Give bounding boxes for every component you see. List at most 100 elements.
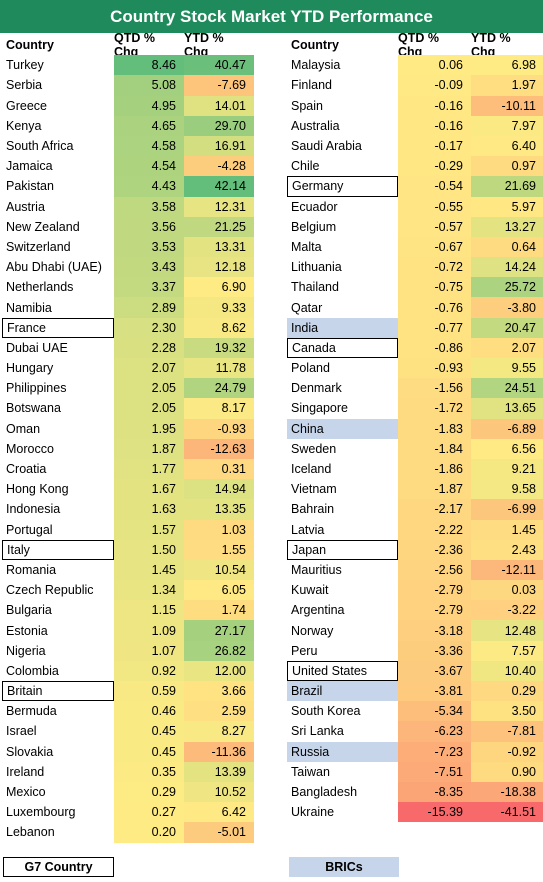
- ytd-cell: 13.27: [471, 216, 543, 237]
- table-row: Argentina -2.79 -3.22: [287, 600, 543, 621]
- table-row: Britain 0.59 3.66: [2, 681, 254, 702]
- table-row: Singapore -1.72 13.65: [287, 398, 543, 419]
- table-row: Bulgaria 1.15 1.74: [2, 600, 254, 621]
- qtd-cell: 3.37: [114, 277, 184, 298]
- table-row: Peru -3.36 7.57: [287, 640, 543, 661]
- country-cell: Hungary: [6, 361, 54, 376]
- country-cell: Morocco: [6, 441, 54, 456]
- qtd-cell: -8.35: [398, 781, 471, 803]
- table-row: Saudi Arabia -0.17 6.40: [287, 135, 543, 157]
- qtd-cell: 3.58: [114, 196, 184, 217]
- country-cell: Greece: [6, 98, 47, 113]
- ytd-cell: 10.40: [471, 660, 543, 681]
- country-cell: Botswana: [6, 401, 61, 416]
- country-cell: Canada: [287, 337, 398, 358]
- ytd-cell: 6.05: [184, 580, 254, 601]
- ytd-cell: 1.03: [184, 519, 254, 540]
- country-cell: Peru: [291, 643, 318, 658]
- country-cell: Germany: [287, 176, 398, 197]
- table-row: Austria 3.58 12.31: [2, 196, 254, 217]
- qtd-cell: -0.09: [398, 75, 471, 96]
- qtd-cell: -0.16: [398, 95, 471, 116]
- table-left: Country QTD % Chg YTD % Chg Turkey 8.46 40…: [2, 31, 254, 843]
- country-cell: Slovakia: [6, 744, 54, 759]
- qtd-cell: -0.17: [398, 135, 471, 157]
- table-row: Denmark -1.56 24.51: [287, 378, 543, 399]
- country-cell: Estonia: [6, 623, 48, 638]
- country-cell: Saudi Arabia: [291, 139, 362, 154]
- ytd-cell: 13.65: [471, 398, 543, 419]
- ytd-cell: 1.97: [471, 75, 543, 96]
- country-cell: Argentina: [291, 603, 345, 618]
- country-cell: Ireland: [6, 764, 45, 779]
- qtd-cell: -1.83: [398, 418, 471, 439]
- qtd-cell: -0.67: [398, 236, 471, 258]
- header-ytd: YTD % Chg: [184, 31, 224, 60]
- country-cell: Bahrain: [291, 502, 335, 517]
- ytd-cell: 9.55: [471, 358, 543, 379]
- table-row: Latvia -2.22 1.45: [287, 519, 543, 540]
- qtd-cell: 0.46: [114, 701, 184, 722]
- ytd-cell: 40.47: [184, 55, 254, 76]
- ytd-cell: -10.11: [471, 95, 543, 116]
- ytd-cell: 6.40: [471, 135, 543, 157]
- ytd-cell: 8.27: [184, 721, 254, 742]
- country-cell: Portugal: [6, 522, 53, 537]
- table-row: Belgium -0.57 13.27: [287, 216, 543, 237]
- qtd-cell: 3.43: [114, 257, 184, 278]
- qtd-cell: -0.54: [398, 176, 471, 197]
- ytd-cell: 26.82: [184, 640, 254, 661]
- table-row: Serbia 5.08 -7.69: [2, 75, 254, 96]
- ytd-cell: 1.74: [184, 600, 254, 621]
- country-cell: Jamaica: [6, 159, 53, 174]
- country-cell: Malta: [291, 239, 322, 254]
- qtd-cell: -0.72: [398, 257, 471, 278]
- qtd-cell: -0.77: [398, 317, 471, 338]
- country-cell: Colombia: [6, 663, 59, 678]
- country-cell: South Africa: [6, 139, 74, 154]
- country-cell: Qatar: [291, 300, 323, 315]
- ytd-cell: 10.52: [184, 781, 254, 803]
- qtd-cell: 1.63: [114, 499, 184, 520]
- qtd-cell: -3.36: [398, 640, 471, 661]
- country-cell: United States: [287, 660, 398, 681]
- ytd-cell: 21.69: [471, 176, 543, 197]
- table-row: Malaysia 0.06 6.98: [287, 55, 543, 76]
- qtd-cell: 0.92: [114, 660, 184, 681]
- ytd-cell: 9.21: [471, 458, 543, 480]
- country-cell: Kenya: [6, 118, 42, 133]
- ytd-cell: 21.25: [184, 216, 254, 237]
- country-cell: Turkey: [6, 58, 44, 73]
- ytd-cell: 24.79: [184, 378, 254, 399]
- table-row: Namibia 2.89 9.33: [2, 297, 254, 318]
- ytd-cell: 12.48: [471, 620, 543, 641]
- ytd-cell: 5.97: [471, 196, 543, 217]
- country-cell: Chile: [291, 159, 320, 174]
- table-row: Czech Republic 1.34 6.05: [2, 580, 254, 601]
- country-cell: Malaysia: [291, 58, 341, 73]
- table-row: Sri Lanka -6.23 -7.81: [287, 721, 543, 742]
- table-row: Finland -0.09 1.97: [287, 75, 543, 96]
- table-row: South Korea -5.34 3.50: [287, 701, 543, 722]
- country-cell: Denmark: [291, 381, 342, 396]
- ytd-cell: 11.78: [184, 358, 254, 379]
- ytd-cell: -6.89: [471, 418, 543, 439]
- table-row: Bermuda 0.46 2.59: [2, 701, 254, 722]
- country-cell: Bulgaria: [6, 603, 52, 618]
- table-row: Greece 4.95 14.01: [2, 95, 254, 116]
- table-row: Spain -0.16 -10.11: [287, 95, 543, 116]
- ytd-cell: 2.59: [184, 701, 254, 722]
- qtd-cell: 0.45: [114, 741, 184, 762]
- table-row: Pakistan 4.43 42.14: [2, 176, 254, 197]
- qtd-cell: 4.65: [114, 115, 184, 136]
- table-row: Mexico 0.29 10.52: [2, 781, 254, 803]
- ytd-cell: 14.01: [184, 95, 254, 116]
- header-country: Country: [291, 38, 339, 53]
- ytd-cell: 7.97: [471, 115, 543, 136]
- table-row: Croatia 1.77 0.31: [2, 458, 254, 480]
- country-cell: Norway: [291, 623, 334, 638]
- country-cell: Luxembourg: [6, 805, 76, 820]
- table-row: Hungary 2.07 11.78: [2, 358, 254, 379]
- qtd-cell: 5.08: [114, 75, 184, 96]
- ytd-cell: -0.92: [471, 741, 543, 762]
